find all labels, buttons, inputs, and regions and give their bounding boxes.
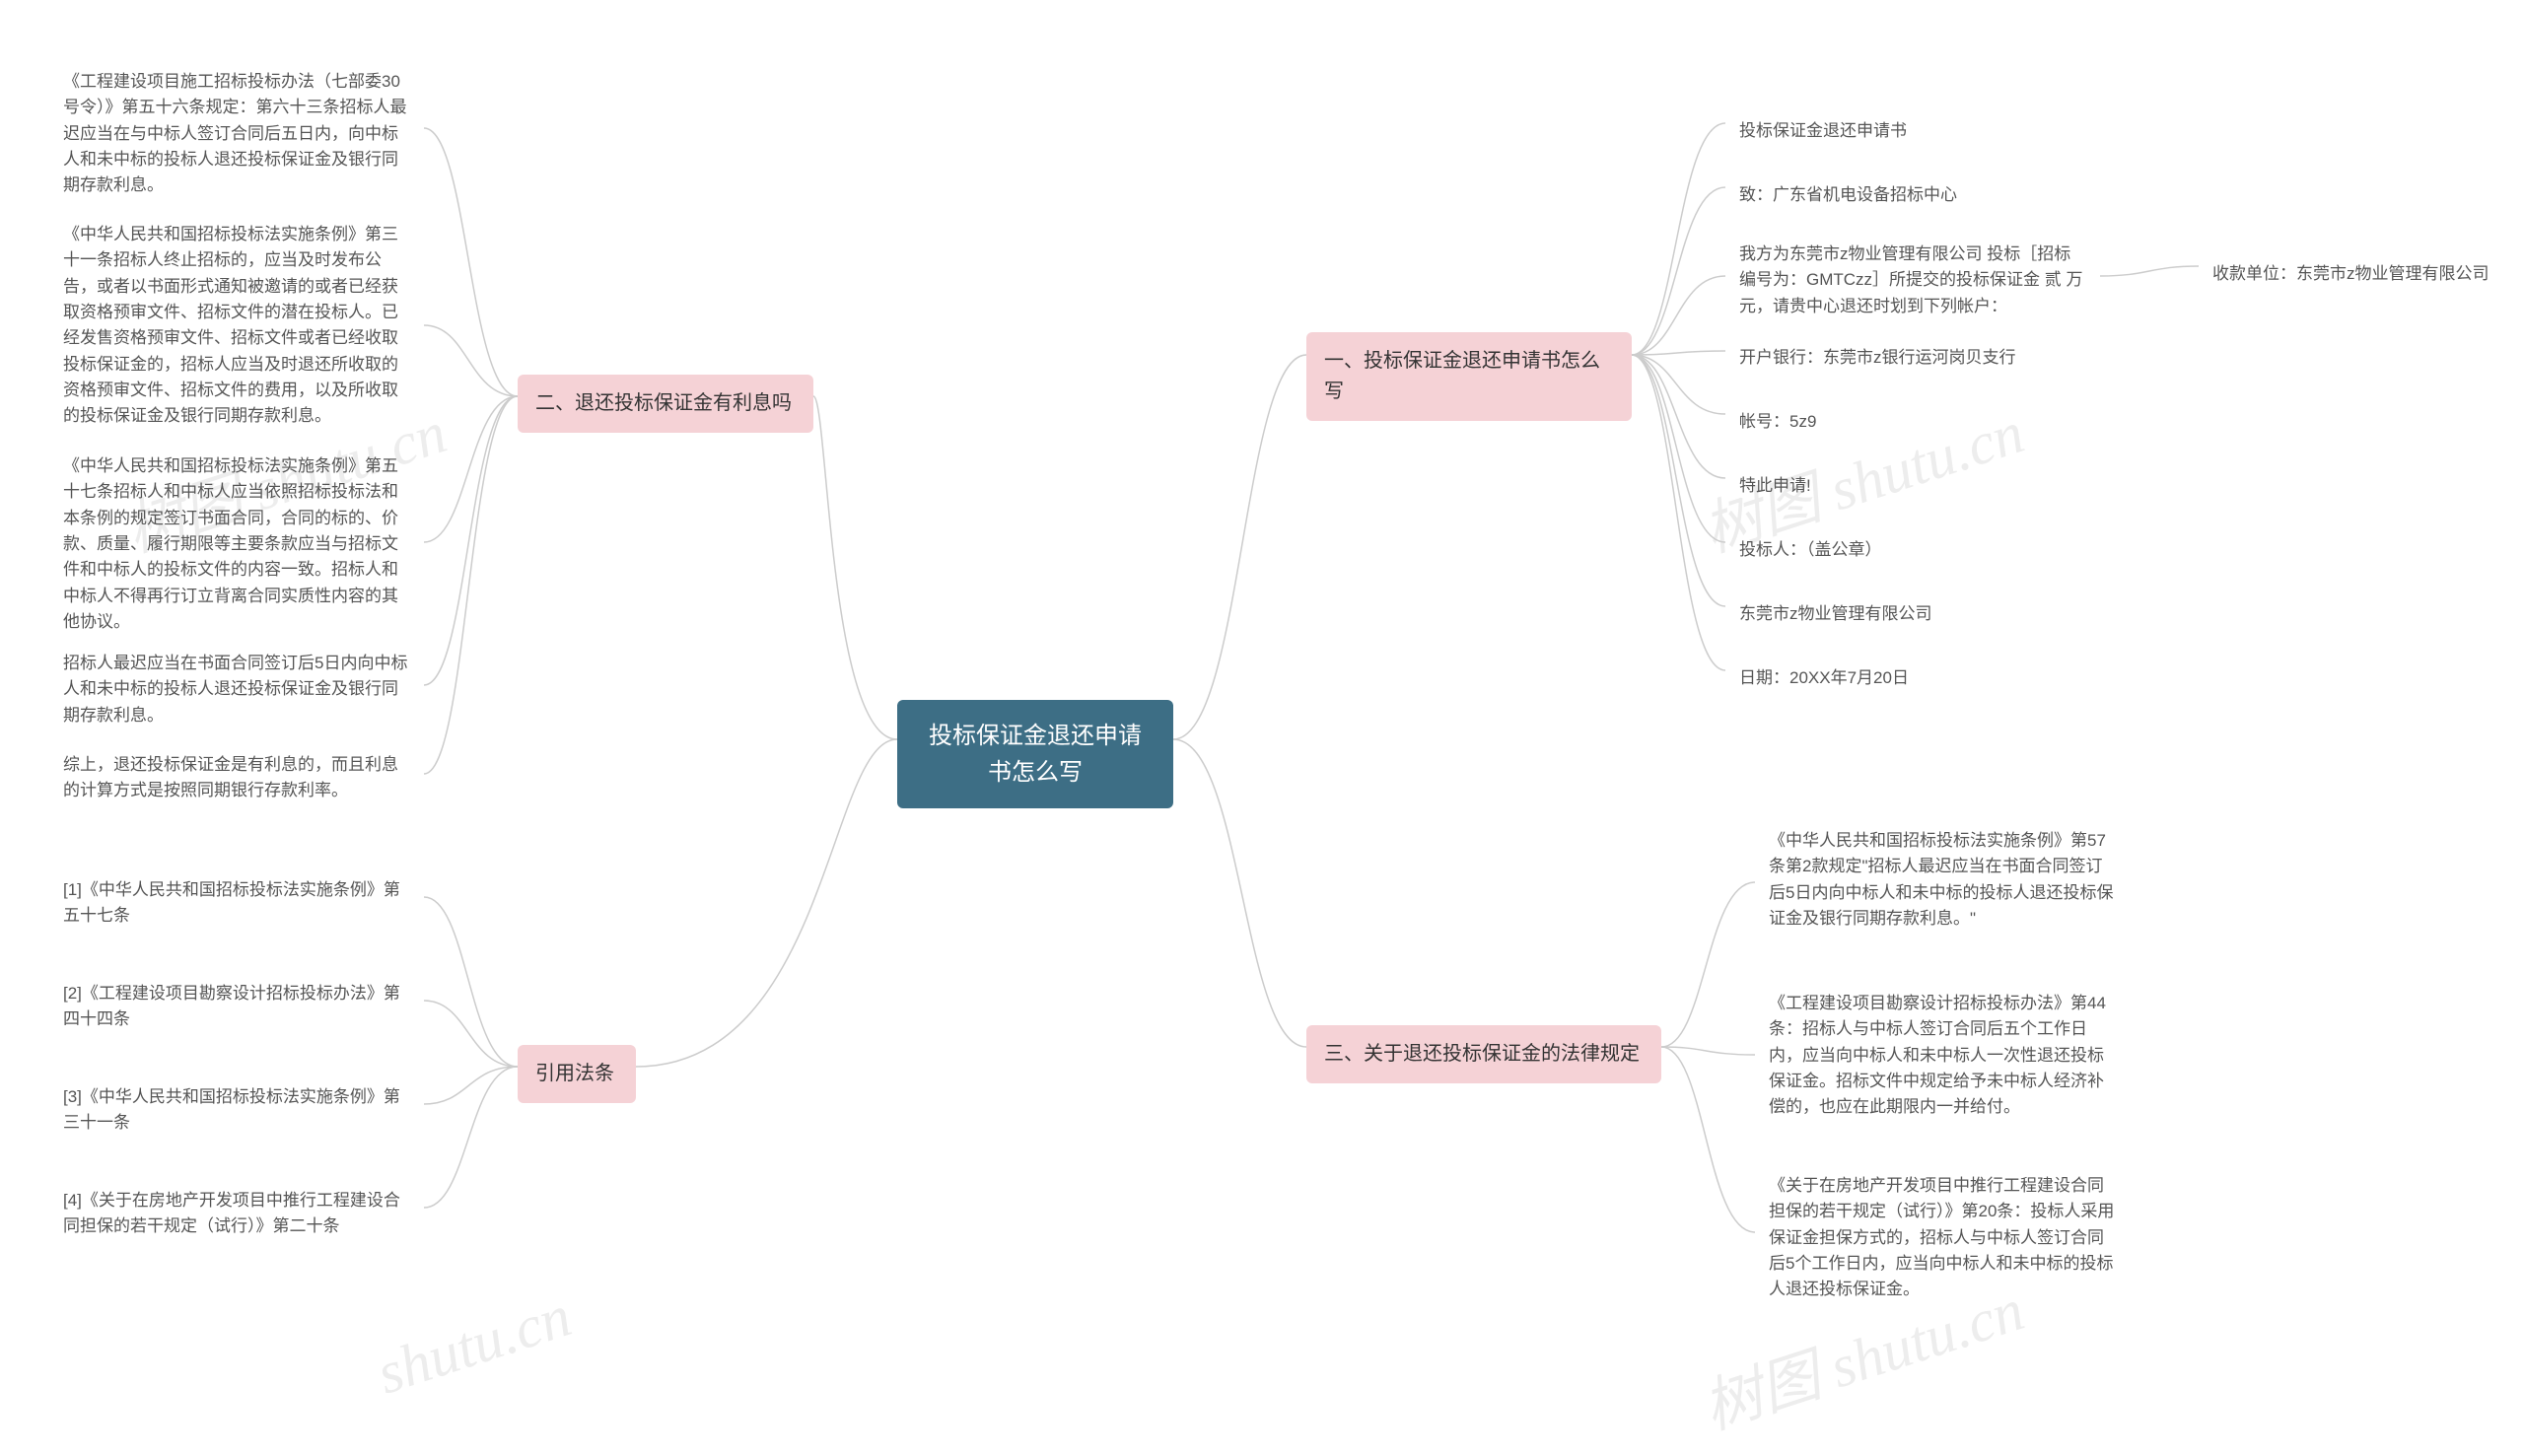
- root-node[interactable]: 投标保证金退还申请书怎么写: [897, 700, 1173, 808]
- leaf-node[interactable]: 帐号：5z9: [1725, 399, 1923, 445]
- branch-section-2[interactable]: 二、退还投标保证金有利息吗: [518, 375, 813, 433]
- leaf-node[interactable]: 《中华人民共和国招标投标法实施条例》第57条第2款规定"招标人最迟应当在书面合同…: [1755, 818, 2130, 941]
- leaf-node[interactable]: [3]《中华人民共和国招标投标法实施条例》第三十一条: [49, 1075, 424, 1146]
- leaf-node[interactable]: 《工程建设项目施工招标投标办法（七部委30号令）》第五十六条规定：第六十三条招标…: [49, 59, 424, 209]
- leaf-node[interactable]: 综上，退还投标保证金是有利息的，而且利息的计算方式是按照同期银行存款利率。: [49, 742, 424, 814]
- leaf-node[interactable]: 投标保证金退还申请书: [1725, 108, 2021, 154]
- leaf-node[interactable]: 开户银行：东莞市z银行运河岗贝支行: [1725, 335, 2061, 381]
- leaf-node[interactable]: 东莞市z物业管理有限公司: [1725, 591, 2021, 637]
- leaf-node[interactable]: [4]《关于在房地产开发项目中推行工程建设合同担保的若干规定（试行）》第二十条: [49, 1178, 424, 1250]
- leaf-node[interactable]: 《关于在房地产开发项目中推行工程建设合同担保的若干规定（试行）》第20条：投标人…: [1755, 1163, 2130, 1313]
- watermark: shutu.cn: [369, 1283, 579, 1409]
- leaf-node[interactable]: 特此申请!: [1725, 463, 1923, 509]
- leaf-node[interactable]: 投标人：（盖公章）: [1725, 527, 1982, 573]
- leaf-node[interactable]: 日期：20XX年7月20日: [1725, 656, 1982, 701]
- leaf-node[interactable]: 致：广东省机电设备招标中心: [1725, 173, 2041, 218]
- mindmap-canvas: 树图 shutu.cn 树图 shutu.cn shutu.cn 树图 shut…: [0, 0, 2524, 1456]
- leaf-node[interactable]: 《中华人民共和国招标投标法实施条例》第三十一条招标人终止招标的，应当及时发布公告…: [49, 212, 424, 440]
- leaf-node[interactable]: 我方为东莞市z物业管理有限公司 投标［招标编号为：GMTCzz］所提交的投标保证…: [1725, 232, 2100, 329]
- leaf-node[interactable]: 《中华人民共和国招标投标法实施条例》第五十七条招标人和中标人应当依照招标投标法和…: [49, 444, 424, 645]
- leaf-node[interactable]: [1]《中华人民共和国招标投标法实施条例》第五十七条: [49, 867, 424, 939]
- branch-section-1[interactable]: 一、投标保证金退还申请书怎么写: [1306, 332, 1632, 421]
- branch-section-3[interactable]: 三、关于退还投标保证金的法律规定: [1306, 1025, 1661, 1083]
- leaf-node[interactable]: 招标人最迟应当在书面合同签订后5日内向中标人和未中标的投标人退还投标保证金及银行…: [49, 641, 424, 738]
- leaf-node[interactable]: 收款单位：东莞市z物业管理有限公司: [2199, 251, 2524, 297]
- leaf-node[interactable]: 《工程建设项目勘察设计招标投标办法》第44条：招标人与中标人签订合同后五个工作日…: [1755, 981, 2130, 1131]
- branch-citations[interactable]: 引用法条: [518, 1045, 636, 1103]
- leaf-node[interactable]: [2]《工程建设项目勘察设计招标投标办法》第四十四条: [49, 971, 424, 1043]
